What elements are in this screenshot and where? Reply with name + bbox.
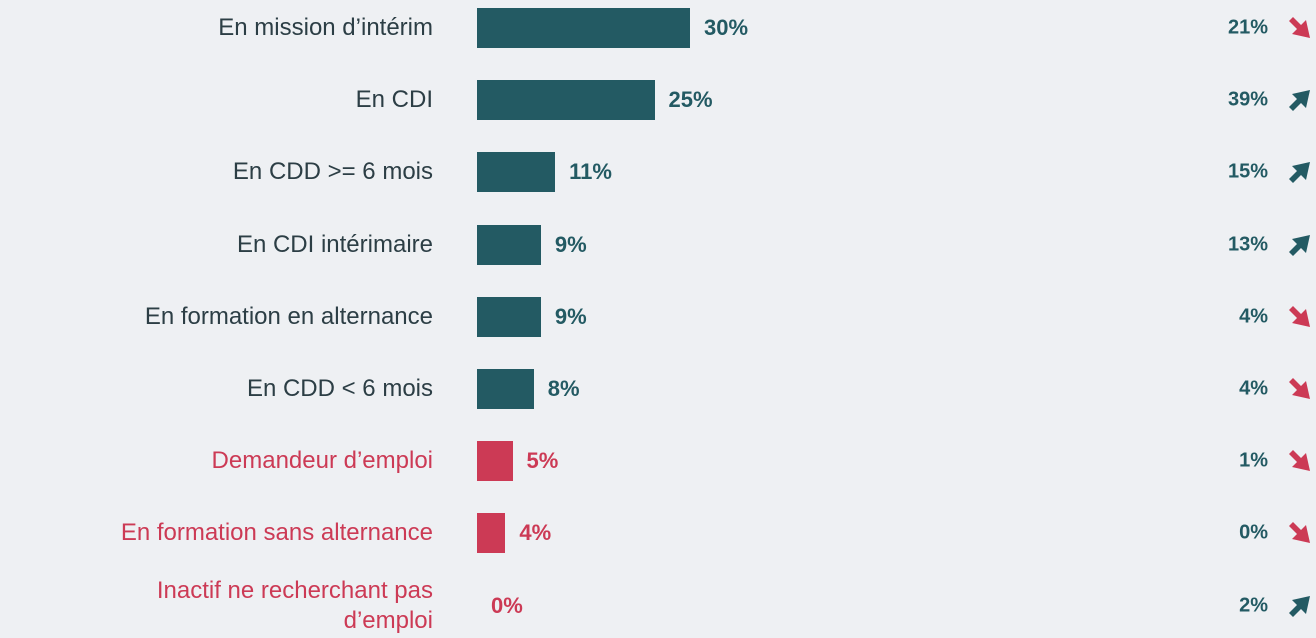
trend-arrow <box>1289 378 1310 399</box>
bar-row: En CDD < 6 mois 8% 4% <box>0 359 1316 419</box>
category-label: Inactif ne recherchant pas d’emploi <box>156 576 433 634</box>
category-label: En mission d’intérim <box>218 14 433 41</box>
arrow-shape <box>1289 234 1310 256</box>
bar <box>477 513 506 554</box>
value-label: 8% <box>547 376 580 401</box>
value-label: 30% <box>704 15 749 40</box>
bar-row: En CDD >= 6 mois 11% 15% <box>0 142 1316 202</box>
bar <box>477 441 513 482</box>
comparison-label: 39% <box>1227 88 1268 111</box>
trend-arrow <box>1289 17 1310 38</box>
comparison-label: 0% <box>1239 521 1268 544</box>
arrow-shape <box>1289 305 1310 327</box>
value-label: 0% <box>491 592 523 618</box>
category-label: En CDD < 6 mois <box>246 375 433 402</box>
arrow-shape <box>1289 90 1310 112</box>
trend-arrow <box>1289 522 1310 544</box>
trend-arrow <box>1289 305 1310 327</box>
bar-row: Demandeur d’emploi 5% 1% <box>0 431 1316 491</box>
comparison-label: 15% <box>1227 160 1268 183</box>
bar-row: En formation en alternance 9% 4% <box>0 287 1316 347</box>
comparison-label: 4% <box>1239 305 1268 328</box>
bar-row: En mission d’intérim 30% 21% <box>0 0 1316 58</box>
bar-row: Inactif ne recherchant pas d’emploi 0% 2% <box>0 576 1316 636</box>
category-label: En CDD >= 6 mois <box>232 158 433 186</box>
category-label: En formation sans alternance <box>120 519 433 547</box>
comparison-label: 2% <box>1239 594 1268 617</box>
trend-arrow <box>1289 234 1310 256</box>
trend-arrow <box>1289 595 1310 617</box>
comparison-label: 4% <box>1239 377 1268 400</box>
arrow-shape <box>1289 378 1310 399</box>
bar-row: En CDI 25% 39% <box>0 70 1316 130</box>
category-label: En CDI intérimaire <box>236 230 433 258</box>
trend-arrow <box>1289 450 1310 472</box>
category-label: En formation en alternance <box>144 302 433 330</box>
value-label: 9% <box>554 303 587 329</box>
category-label: Demandeur d’emploi <box>211 447 433 475</box>
bar <box>477 152 556 193</box>
value-label: 5% <box>526 448 559 474</box>
bar <box>477 369 534 409</box>
trend-arrow <box>1289 162 1310 184</box>
value-label: 4% <box>519 520 552 546</box>
bar-row: En CDI intérimaire 9% 13% <box>0 215 1316 275</box>
arrow-shape <box>1289 162 1310 184</box>
category-label: En CDI <box>355 86 433 114</box>
arrow-shape <box>1289 17 1310 38</box>
bar <box>477 80 655 121</box>
bar-row: En formation sans alternance 4% 0% <box>0 503 1316 563</box>
trend-arrow <box>1289 90 1310 112</box>
comparison-label: 13% <box>1227 233 1268 256</box>
arrow-shape <box>1289 595 1310 617</box>
bar <box>477 296 541 337</box>
bar <box>477 8 690 48</box>
arrow-shape <box>1289 450 1310 472</box>
comparison-label: 21% <box>1227 16 1268 39</box>
value-label: 9% <box>554 231 587 257</box>
value-label: 25% <box>668 87 713 113</box>
value-label: 11% <box>569 159 612 185</box>
bar <box>477 224 541 265</box>
arrow-shape <box>1289 522 1310 544</box>
comparison-label: 1% <box>1239 449 1268 472</box>
